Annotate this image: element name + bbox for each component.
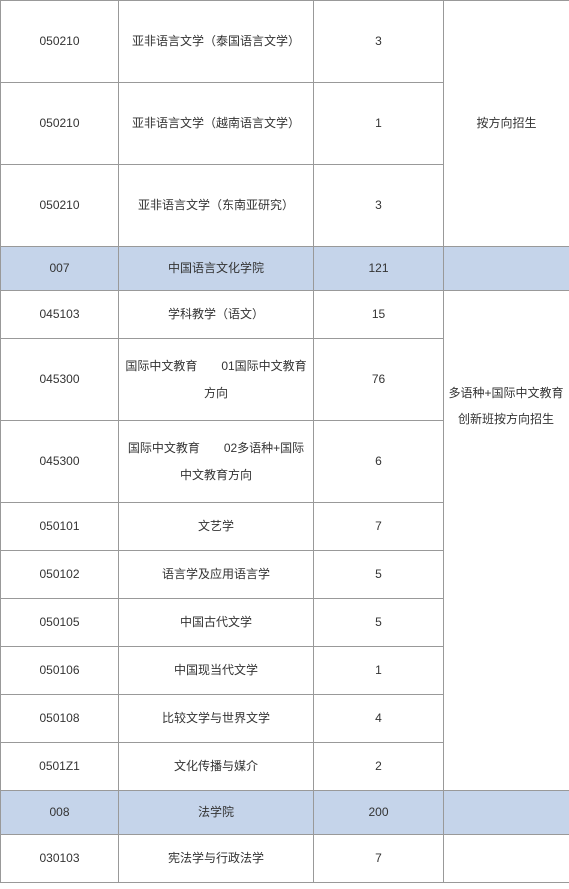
note-cell <box>444 291 569 791</box>
code-cell: 050210 <box>1 83 119 165</box>
code-cell: 050108 <box>1 695 119 743</box>
name-cell: 文艺学 <box>119 503 314 551</box>
num-cell: 76 <box>314 339 444 421</box>
code-cell: 050101 <box>1 503 119 551</box>
num-cell: 15 <box>314 291 444 339</box>
name-cell: 中国语言文化学院 <box>119 247 314 291</box>
num-cell: 4 <box>314 695 444 743</box>
name-cell: 亚非语言文学（越南语言文学） <box>119 83 314 165</box>
num-cell: 7 <box>314 835 444 883</box>
num-cell: 1 <box>314 647 444 695</box>
section-header-row: 007 中国语言文化学院 121 <box>1 247 569 291</box>
num-cell: 1 <box>314 83 444 165</box>
name-cell: 国际中文教育 02多语种+国际中文教育方向 <box>119 421 314 503</box>
num-cell: 6 <box>314 421 444 503</box>
code-cell: 008 <box>1 791 119 835</box>
note-cell <box>444 791 569 835</box>
code-cell: 045300 <box>1 339 119 421</box>
name-cell: 法学院 <box>119 791 314 835</box>
enrollment-table-viewport: 050210 亚非语言文学（泰国语言文学） 3 按方向招生 050210 亚非语… <box>0 0 569 889</box>
code-cell: 050210 <box>1 1 119 83</box>
num-cell: 121 <box>314 247 444 291</box>
num-cell: 200 <box>314 791 444 835</box>
code-cell: 030103 <box>1 835 119 883</box>
num-cell: 5 <box>314 599 444 647</box>
code-cell: 045300 <box>1 421 119 503</box>
name-cell: 亚非语言文学（泰国语言文学） <box>119 1 314 83</box>
name-cell: 宪法学与行政法学 <box>119 835 314 883</box>
table-row: 045103 学科教学（语文） 15 <box>1 291 569 339</box>
name-cell: 国际中文教育 01国际中文教育方向 <box>119 339 314 421</box>
num-cell: 2 <box>314 743 444 791</box>
note-cell: 按方向招生 <box>444 1 569 247</box>
num-cell: 5 <box>314 551 444 599</box>
code-cell: 050210 <box>1 165 119 247</box>
num-cell: 3 <box>314 165 444 247</box>
code-cell: 045103 <box>1 291 119 339</box>
name-cell: 学科教学（语文） <box>119 291 314 339</box>
name-cell: 语言学及应用语言学 <box>119 551 314 599</box>
enrollment-table: 050210 亚非语言文学（泰国语言文学） 3 按方向招生 050210 亚非语… <box>0 0 569 883</box>
table-row: 050210 亚非语言文学（泰国语言文学） 3 按方向招生 <box>1 1 569 83</box>
num-cell: 7 <box>314 503 444 551</box>
code-cell: 050102 <box>1 551 119 599</box>
note-cell <box>444 835 569 883</box>
code-cell: 007 <box>1 247 119 291</box>
num-cell: 3 <box>314 1 444 83</box>
section-header-row: 008 法学院 200 <box>1 791 569 835</box>
table-row: 030103 宪法学与行政法学 7 <box>1 835 569 883</box>
name-cell: 文化传播与媒介 <box>119 743 314 791</box>
name-cell: 中国现当代文学 <box>119 647 314 695</box>
code-cell: 0501Z1 <box>1 743 119 791</box>
note-cell <box>444 247 569 291</box>
name-cell: 亚非语言文学（东南亚研究） <box>119 165 314 247</box>
code-cell: 050106 <box>1 647 119 695</box>
name-cell: 比较文学与世界文学 <box>119 695 314 743</box>
name-cell: 中国古代文学 <box>119 599 314 647</box>
code-cell: 050105 <box>1 599 119 647</box>
